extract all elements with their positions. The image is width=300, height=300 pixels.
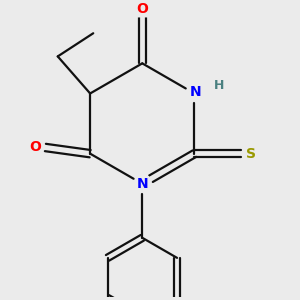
Text: O: O: [136, 2, 148, 16]
Text: N: N: [136, 177, 148, 191]
Text: N: N: [190, 85, 202, 99]
Text: O: O: [29, 140, 41, 154]
Text: S: S: [246, 147, 256, 161]
Text: H: H: [214, 79, 224, 92]
